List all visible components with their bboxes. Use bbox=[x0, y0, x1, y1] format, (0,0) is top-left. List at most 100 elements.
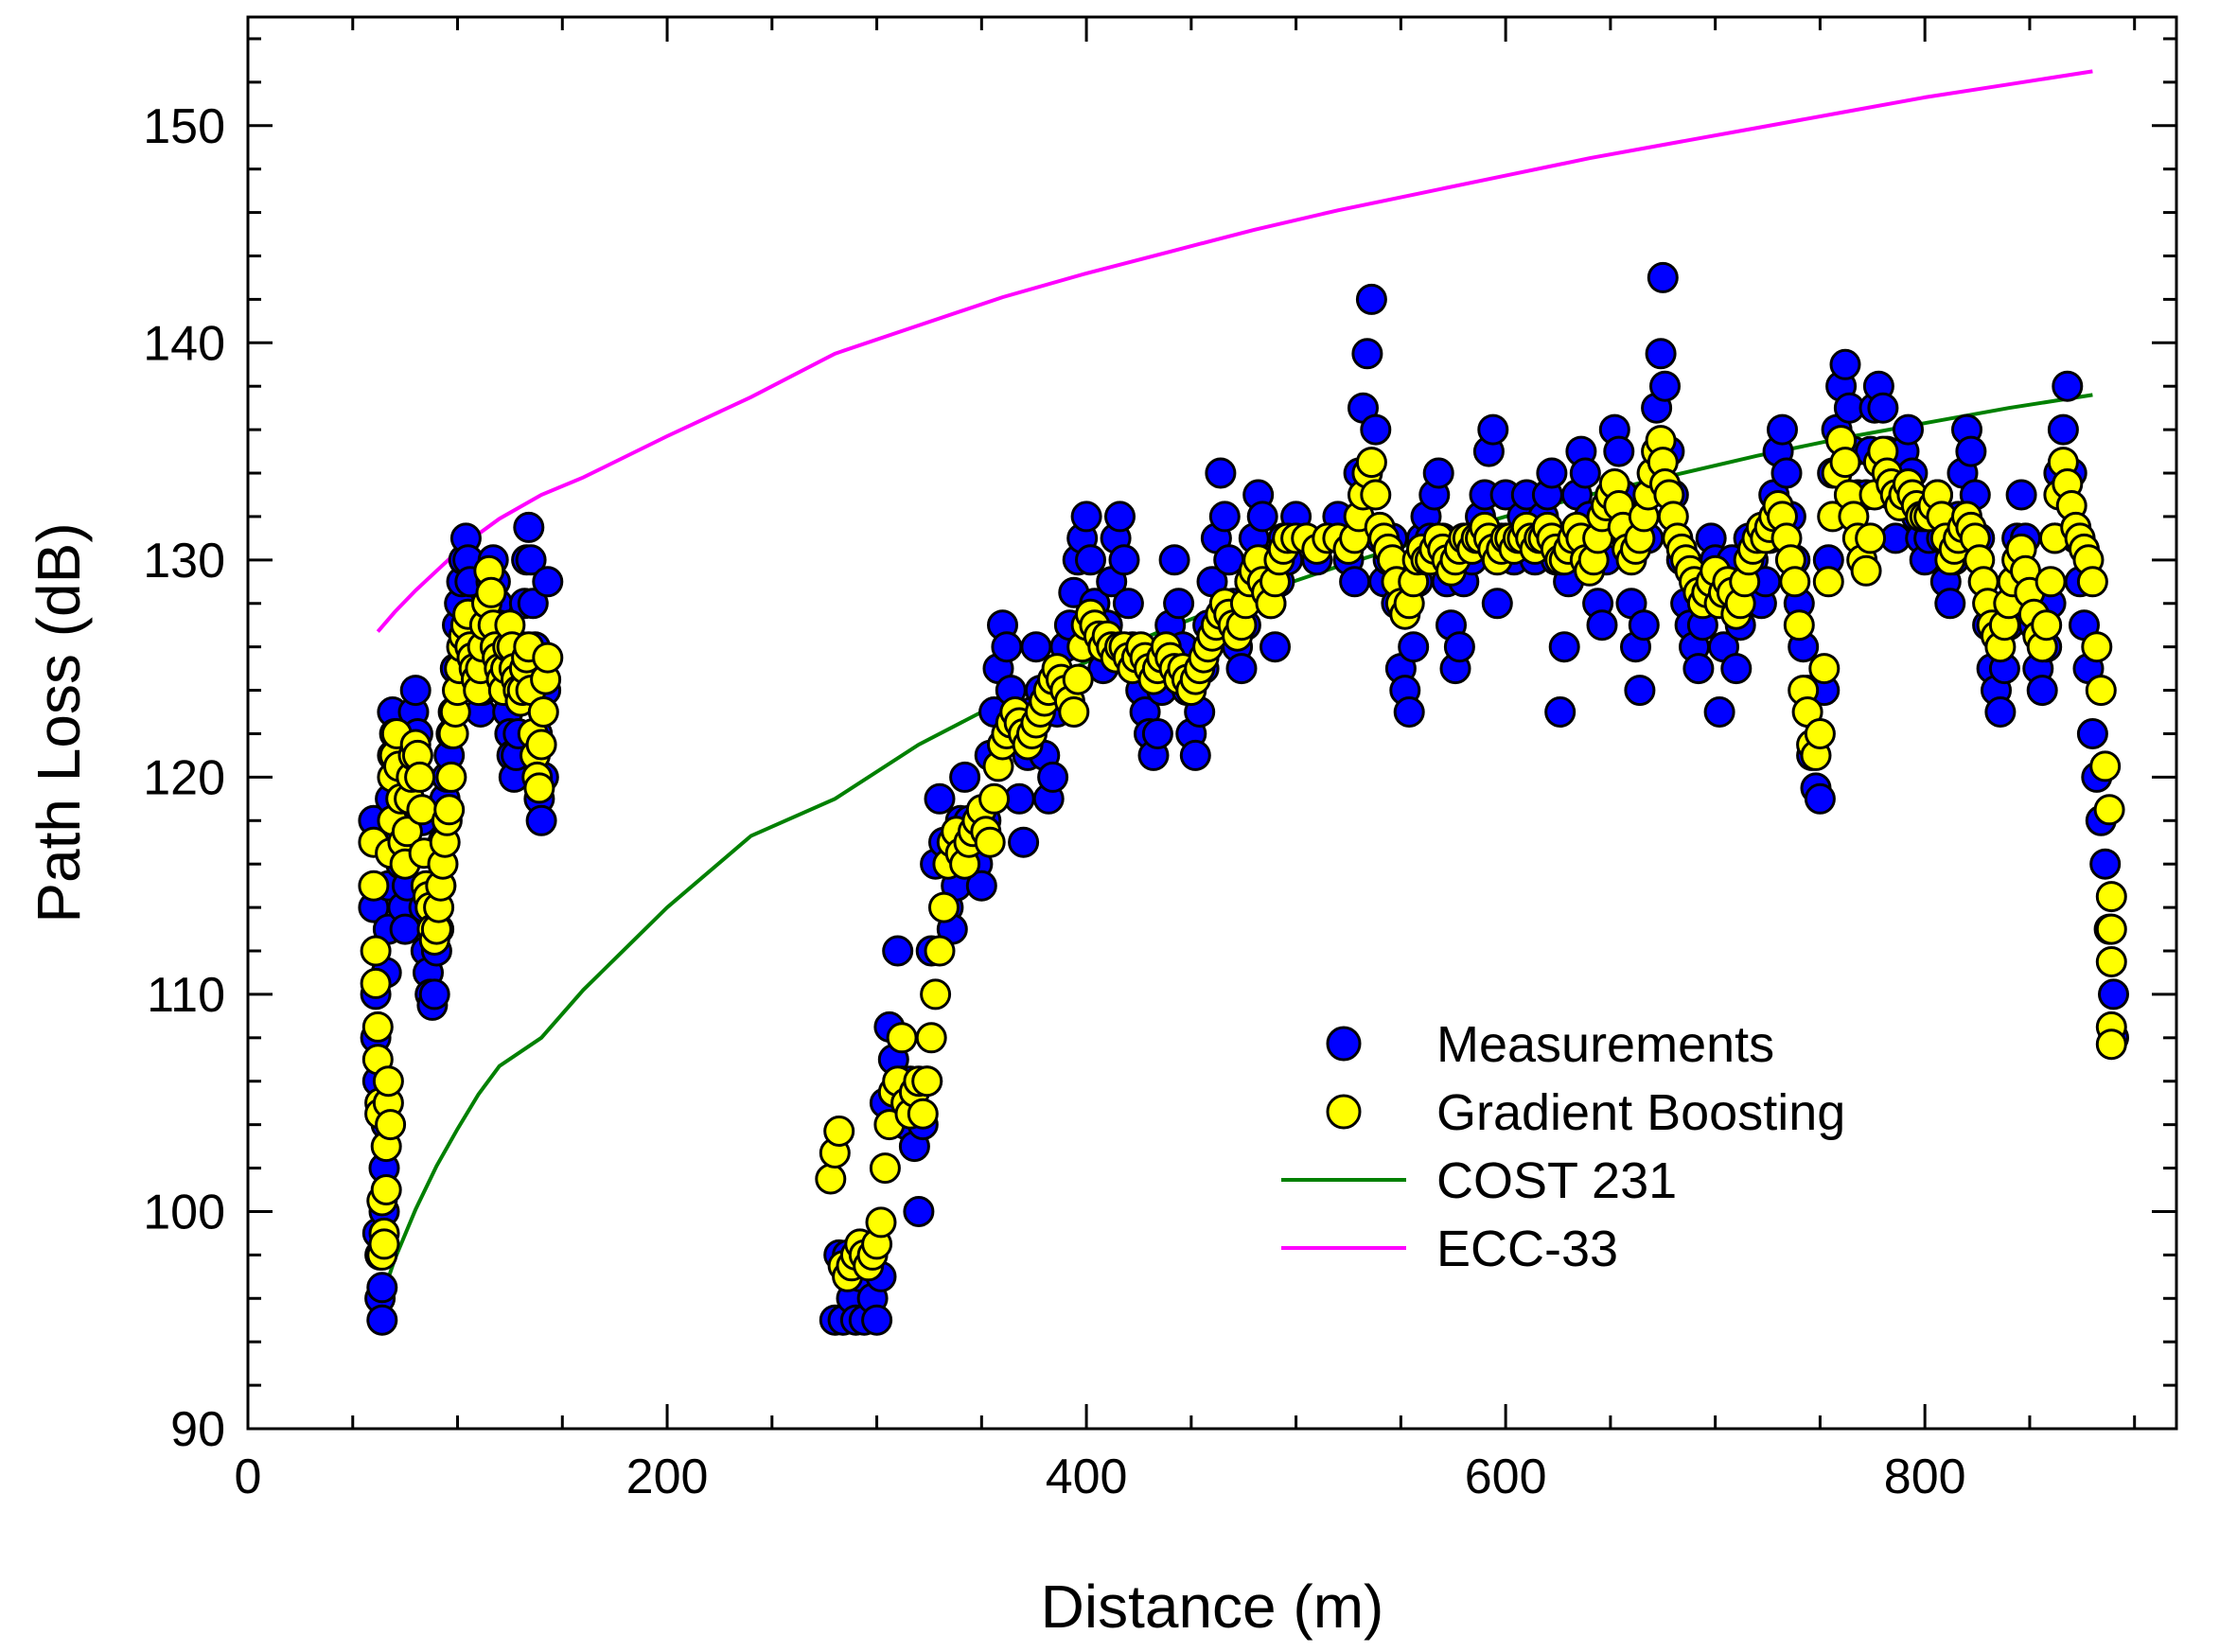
gradient-boosting-point bbox=[865, 1206, 897, 1239]
gradient-boosting-point bbox=[368, 1228, 400, 1260]
gradient-boosting-legend-label: Gradient Boosting bbox=[1436, 1084, 1845, 1141]
measurements-point bbox=[949, 761, 981, 793]
gradient-boosting-point bbox=[1850, 554, 1882, 587]
gradient-boosting-point bbox=[435, 761, 467, 793]
measurements-point bbox=[1179, 739, 1211, 771]
measurements-point bbox=[1649, 370, 1681, 402]
measurements-point bbox=[1443, 631, 1475, 663]
series-points bbox=[358, 261, 2129, 1336]
gradient-boosting-point bbox=[924, 935, 956, 967]
measurements-point bbox=[1398, 631, 1430, 663]
measurements-point bbox=[1548, 631, 1580, 663]
gradient-boosting-point bbox=[869, 1152, 901, 1185]
measurements-point bbox=[1339, 566, 1371, 598]
measurements-point bbox=[1893, 413, 1924, 446]
measurements-point bbox=[1422, 457, 1454, 489]
measurements-point bbox=[399, 675, 432, 707]
gradient-boosting-point bbox=[928, 891, 960, 923]
measurements-point bbox=[1108, 544, 1140, 576]
gradient-boosting-point bbox=[360, 935, 392, 967]
measurements-point bbox=[366, 1272, 398, 1304]
gradient-boosting-point bbox=[360, 967, 392, 999]
gradient-boosting-point bbox=[886, 1022, 918, 1054]
measurements-point bbox=[1246, 501, 1278, 533]
gradient-boosting-point bbox=[2076, 566, 2108, 598]
gradient-boosting-point bbox=[370, 1174, 402, 1205]
measurements-point bbox=[517, 588, 549, 620]
ecc-33-legend-label: ECC-33 bbox=[1436, 1221, 1618, 1277]
gradient-boosting-point bbox=[358, 870, 390, 902]
gradient-boosting-point bbox=[2095, 913, 2127, 945]
measurements-point bbox=[1703, 696, 1735, 728]
gradient-boosting-point bbox=[2095, 881, 2127, 913]
gradient-boosting-point bbox=[823, 1116, 855, 1147]
y-tick-label: 150 bbox=[143, 99, 225, 154]
gradient-boosting-point bbox=[375, 1109, 407, 1141]
y-tick-label: 90 bbox=[170, 1402, 225, 1457]
gradient-boosting-point bbox=[1062, 663, 1094, 695]
gradient-boosting-point bbox=[911, 1065, 943, 1098]
x-tick-label: 400 bbox=[1046, 1450, 1128, 1504]
gradient-boosting-point bbox=[1360, 479, 1392, 511]
y-tick-label: 130 bbox=[143, 534, 225, 589]
gradient-boosting-point bbox=[1355, 447, 1387, 479]
gradient-boosting-points bbox=[358, 425, 2127, 1292]
measurements-point bbox=[1984, 696, 2017, 728]
gradient-boosting-point bbox=[815, 1163, 847, 1195]
measurements-point bbox=[1037, 761, 1069, 793]
measurements-point bbox=[1720, 653, 1753, 685]
y-tick-label: 140 bbox=[143, 316, 225, 371]
gradient-boosting-point bbox=[404, 761, 436, 793]
measurements-point bbox=[1586, 609, 1618, 641]
y-tick-label: 100 bbox=[143, 1185, 225, 1239]
measurements-point bbox=[882, 935, 914, 967]
measurements-point bbox=[1481, 588, 1513, 620]
measurements-point bbox=[2089, 848, 2122, 880]
gradient-boosting-point bbox=[2095, 1028, 2127, 1061]
gradient-boosting-point bbox=[2085, 675, 2117, 707]
measurements-point bbox=[1770, 457, 1803, 489]
gradient-boosting-point bbox=[361, 1011, 394, 1043]
gradient-boosting-point bbox=[391, 816, 423, 848]
x-axis-ticks: 0 200 400 600 800 bbox=[235, 17, 2137, 1504]
measurements-point bbox=[532, 566, 564, 598]
gradient-boosting-point bbox=[2031, 609, 2063, 641]
measurements-point bbox=[1536, 457, 1568, 489]
measurements-point bbox=[1351, 338, 1383, 370]
measurements-point bbox=[525, 804, 557, 836]
measurements-point bbox=[1225, 653, 1258, 685]
measurements-point bbox=[1682, 653, 1715, 685]
measurements-point bbox=[1259, 631, 1291, 663]
gradient-boosting-point bbox=[1808, 653, 1841, 685]
x-tick-label: 600 bbox=[1465, 1450, 1547, 1504]
measurements-point bbox=[1955, 435, 1987, 467]
measurements-point bbox=[903, 1196, 935, 1227]
gradient-boosting-point bbox=[433, 794, 466, 826]
measurements-point bbox=[1208, 501, 1241, 533]
measurements-point bbox=[2026, 675, 2058, 707]
measurements-point bbox=[1104, 501, 1136, 533]
gradient-boosting-point bbox=[2081, 631, 2113, 663]
gradient-boosting-point bbox=[1812, 566, 1844, 598]
gradient-boosting-point bbox=[2095, 946, 2127, 977]
gradient-boosting-point bbox=[1855, 522, 1887, 554]
gradient-boosting-point bbox=[2034, 566, 2067, 598]
measurements-point bbox=[1628, 609, 1660, 641]
measurements-point bbox=[1477, 413, 1509, 446]
measurements-point bbox=[1544, 696, 1576, 728]
gradient-boosting-legend-marker bbox=[1326, 1094, 1362, 1130]
measurements-point bbox=[2047, 413, 2079, 446]
measurements-point bbox=[1624, 675, 1656, 707]
measurements-point bbox=[1355, 283, 1387, 315]
measurements-point bbox=[1075, 544, 1106, 576]
measurements-point bbox=[924, 782, 956, 815]
y-axis-label: Path Loss (dB) bbox=[25, 522, 93, 923]
measurements-point bbox=[513, 511, 545, 543]
measurements-point bbox=[418, 978, 450, 1011]
gradient-boosting-point bbox=[1058, 696, 1090, 728]
measurements-point bbox=[1112, 588, 1144, 620]
measurements-point bbox=[1767, 413, 1798, 446]
gradient-boosting-point bbox=[1779, 566, 1811, 598]
y-tick-label: 120 bbox=[143, 750, 225, 805]
